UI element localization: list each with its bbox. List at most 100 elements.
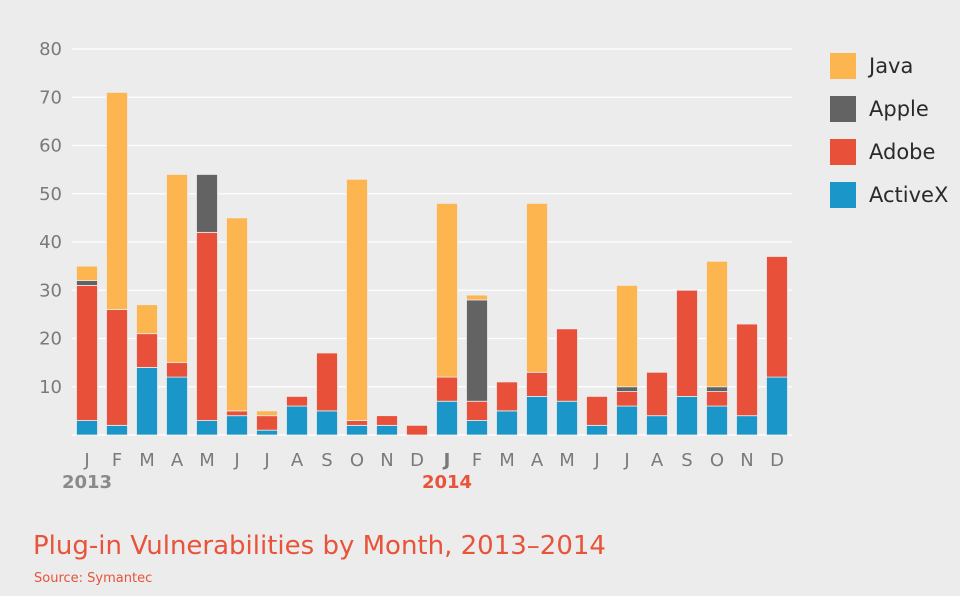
x-tick-label: O [350, 450, 364, 471]
y-tick-label: 50 [39, 184, 62, 205]
bar-segment-activex [226, 415, 248, 436]
bar-segment-adobe [706, 391, 728, 407]
bar-segment-java [436, 202, 458, 378]
bar-segment-activex [196, 420, 218, 436]
bar-segment-activex [346, 424, 368, 436]
x-tick-label: N [740, 450, 753, 471]
x-tick-label: J [263, 450, 269, 471]
bar-segment-activex [706, 405, 728, 436]
legend-item-adobe: Adobe [830, 130, 948, 173]
bar-segment-adobe [466, 400, 488, 421]
bar-segment-adobe [286, 395, 308, 407]
bar-segment-adobe [346, 420, 368, 426]
bar-segment-java [616, 285, 638, 388]
bars [76, 92, 788, 436]
x-tick-label: M [559, 450, 575, 471]
x-tick-label: J [623, 450, 629, 471]
bar-segment-java [226, 217, 248, 412]
bar-segment-adobe [646, 371, 668, 417]
legend-swatch [830, 138, 856, 165]
bar-segment-java [106, 92, 128, 310]
bar-segment-activex [766, 376, 788, 436]
x-tick-label: F [112, 450, 122, 471]
bar-segment-activex [76, 420, 98, 436]
bar-segment-apple [616, 386, 638, 392]
bar-segment-adobe [766, 256, 788, 378]
x-tick-label: A [531, 450, 544, 471]
bar-segment-adobe [106, 309, 128, 426]
gridlines [72, 48, 792, 436]
bar-segment-adobe [736, 323, 758, 417]
bar-segment-activex [286, 405, 308, 436]
x-tick-label: S [321, 450, 332, 471]
y-axis: 10 20 30 40 50 60 70 80 [39, 39, 62, 398]
x-tick-label: J [83, 450, 89, 471]
bar-segment-adobe [196, 231, 218, 421]
bar-segment-activex [736, 415, 758, 436]
bar-segment-adobe [136, 333, 158, 368]
bar-segment-java [526, 202, 548, 373]
bar-segment-activex [466, 420, 488, 436]
bar-segment-apple [76, 280, 98, 286]
year-label: 2014 [422, 472, 472, 493]
y-tick-label: 60 [39, 136, 62, 157]
x-tick-label: J [233, 450, 239, 471]
bar-segment-adobe [436, 376, 458, 402]
x-tick-label: M [199, 450, 215, 471]
x-tick-label: A [651, 450, 664, 471]
bar-segment-java [346, 178, 368, 421]
bar-segment-adobe [76, 285, 98, 421]
bar-segment-adobe [316, 352, 338, 412]
legend-label: Apple [869, 96, 929, 121]
bar-segment-activex [616, 405, 638, 436]
bar-segment-adobe [676, 289, 698, 397]
bar-segment-java [76, 265, 98, 282]
bar-segment-adobe [166, 362, 188, 378]
legend-item-java: Java [830, 44, 948, 87]
y-tick-label: 80 [39, 39, 62, 60]
bar-segment-activex [526, 395, 548, 436]
source-note: Source: Symantec [34, 571, 153, 586]
bar-segment-java [166, 174, 188, 364]
y-tick-label: 20 [39, 329, 62, 350]
bar-segment-adobe [226, 410, 248, 417]
legend-label: Java [869, 53, 914, 78]
bar-segment-activex [556, 400, 578, 436]
bar-segment-activex [586, 424, 608, 436]
bar-segment-adobe [256, 415, 278, 431]
bar-segment-activex [436, 400, 458, 436]
bar-segment-apple [466, 299, 488, 402]
legend-label: Adobe [869, 139, 936, 164]
bar-segment-adobe [406, 424, 428, 436]
bar-segment-java [256, 410, 278, 417]
legend-item-apple: Apple [830, 87, 948, 130]
y-tick-label: 70 [39, 87, 62, 108]
bar-segment-apple [706, 386, 728, 392]
x-tick-label: S [681, 450, 692, 471]
bar-segment-activex [106, 424, 128, 436]
bar-segment-adobe [496, 381, 518, 412]
legend-swatch [830, 95, 856, 122]
y-tick-label: 30 [39, 280, 62, 301]
year-label: 2013 [62, 472, 112, 493]
bar-segment-activex [316, 410, 338, 436]
x-tick-label: D [770, 450, 784, 471]
y-tick-label: 10 [39, 377, 62, 398]
bar-segment-java [706, 260, 728, 388]
bar-segment-java [136, 304, 158, 335]
bar-segment-activex [136, 367, 158, 436]
bar-segment-java [466, 294, 488, 301]
bar-segment-adobe [376, 415, 398, 426]
bar-segment-adobe [556, 328, 578, 402]
bar-segment-activex [646, 415, 668, 436]
chart-title: Plug-in Vulnerabilities by Month, 2013–2… [33, 531, 606, 561]
legend-swatch [830, 181, 856, 208]
x-tick-label: F [472, 450, 482, 471]
y-tick-label: 40 [39, 232, 62, 253]
bar-segment-activex [676, 395, 698, 436]
x-tick-label: D [410, 450, 424, 471]
bar-segment-activex [256, 429, 278, 436]
x-tick-label: A [291, 450, 304, 471]
